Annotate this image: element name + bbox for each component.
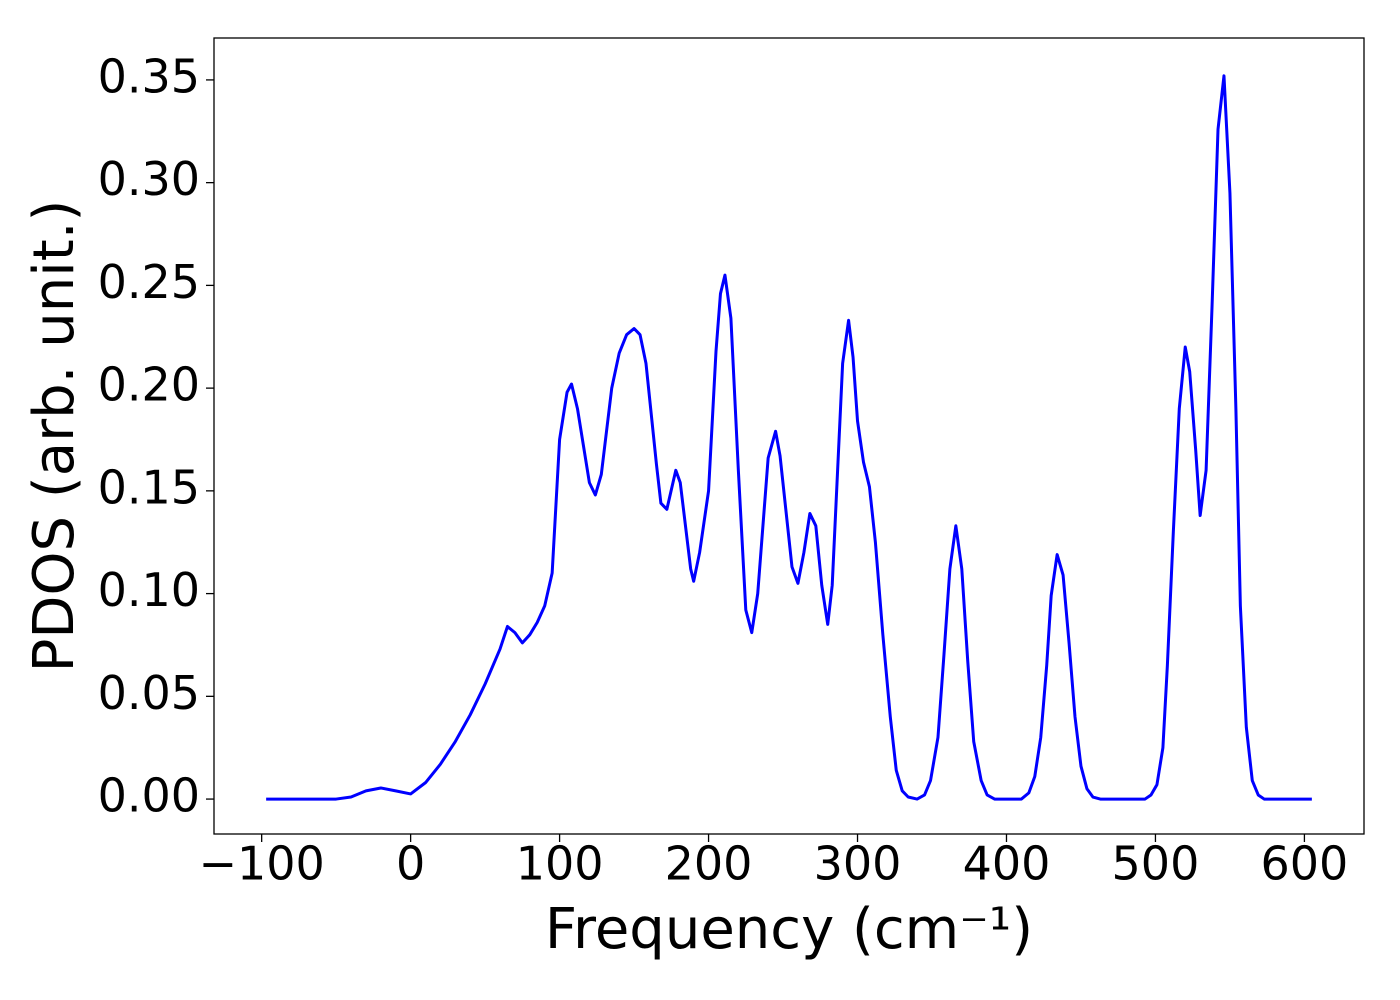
y-tick-label: 0.15 [98,460,200,514]
y-tick-label: 0.05 [98,666,200,720]
x-tick-label: 0 [396,837,425,891]
x-tick-label: 300 [814,837,902,891]
data-line [266,74,1312,801]
x-tick-label: 100 [516,837,604,891]
plot-frame [213,37,1365,835]
y-tick-label: 0.25 [98,255,200,309]
x-tick-label: 500 [1112,837,1200,891]
x-axis-label: Frequency (cm⁻¹) [545,897,1033,962]
x-tick-label: 600 [1261,837,1349,891]
x-tick-label: 200 [665,837,753,891]
x-tick-label: 400 [963,837,1051,891]
y-tick-label: 0.20 [98,358,200,412]
x-tick-label: −100 [198,837,324,891]
y-tick-label: 0.30 [98,152,200,206]
y-axis-label: PDOS (arb. unit.) [22,200,87,673]
y-tick-label: 0.00 [98,769,200,823]
y-tick-label: 0.10 [98,563,200,617]
y-tick-label: 0.35 [98,49,200,103]
